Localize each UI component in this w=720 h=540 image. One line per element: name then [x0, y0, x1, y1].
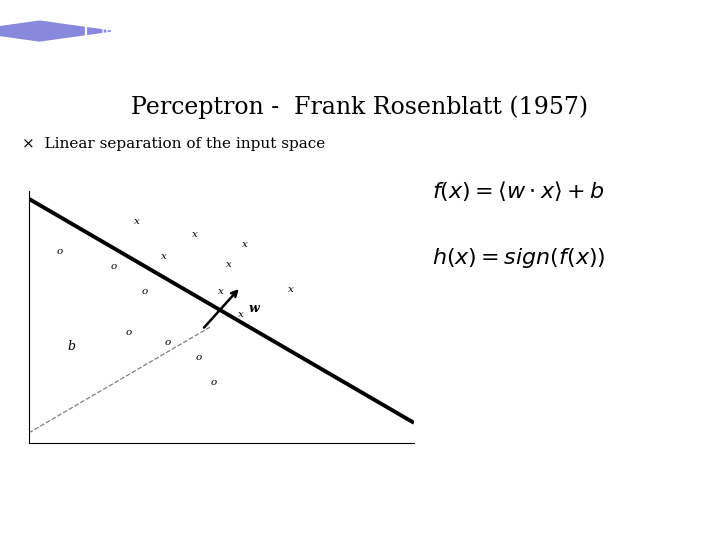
Text: IBM Haifa Labs: IBM Haifa Labs [101, 24, 204, 38]
Text: b: b [68, 340, 76, 353]
Text: x: x [161, 252, 166, 261]
Text: B: B [658, 21, 671, 41]
Text: $h(x) = sign(f(x))$: $h(x) = sign(f(x))$ [431, 246, 606, 270]
Text: x: x [226, 260, 232, 269]
Text: o: o [210, 378, 217, 387]
Text: M: M [676, 21, 689, 41]
Text: o: o [126, 328, 132, 337]
Text: IBM: IBM [344, 509, 376, 524]
Text: x: x [218, 287, 225, 296]
Text: x: x [242, 240, 248, 248]
Text: o: o [164, 338, 171, 347]
Polygon shape [0, 21, 111, 41]
Text: o: o [110, 262, 117, 271]
Text: $f(x) = \langle w \cdot x \rangle + b$: $f(x) = \langle w \cdot x \rangle + b$ [432, 179, 605, 203]
Text: x: x [238, 310, 243, 319]
Polygon shape [0, 8, 210, 55]
Text: x: x [192, 230, 197, 239]
Text: Perceptron -  Frank Rosenblatt (1957): Perceptron - Frank Rosenblatt (1957) [132, 96, 588, 119]
Text: o: o [56, 247, 63, 256]
Text: 28: 28 [22, 510, 37, 523]
Text: o: o [141, 287, 148, 296]
Text: ⨯  Linear separation of the input space: ⨯ Linear separation of the input space [22, 137, 325, 151]
Text: w: w [248, 302, 259, 315]
Text: o: o [195, 353, 202, 362]
Text: © 2011 IBM Corporation: © 2011 IBM Corporation [562, 511, 698, 521]
Text: x: x [134, 217, 140, 226]
Text: x: x [288, 285, 294, 294]
Text: I: I [640, 21, 653, 41]
